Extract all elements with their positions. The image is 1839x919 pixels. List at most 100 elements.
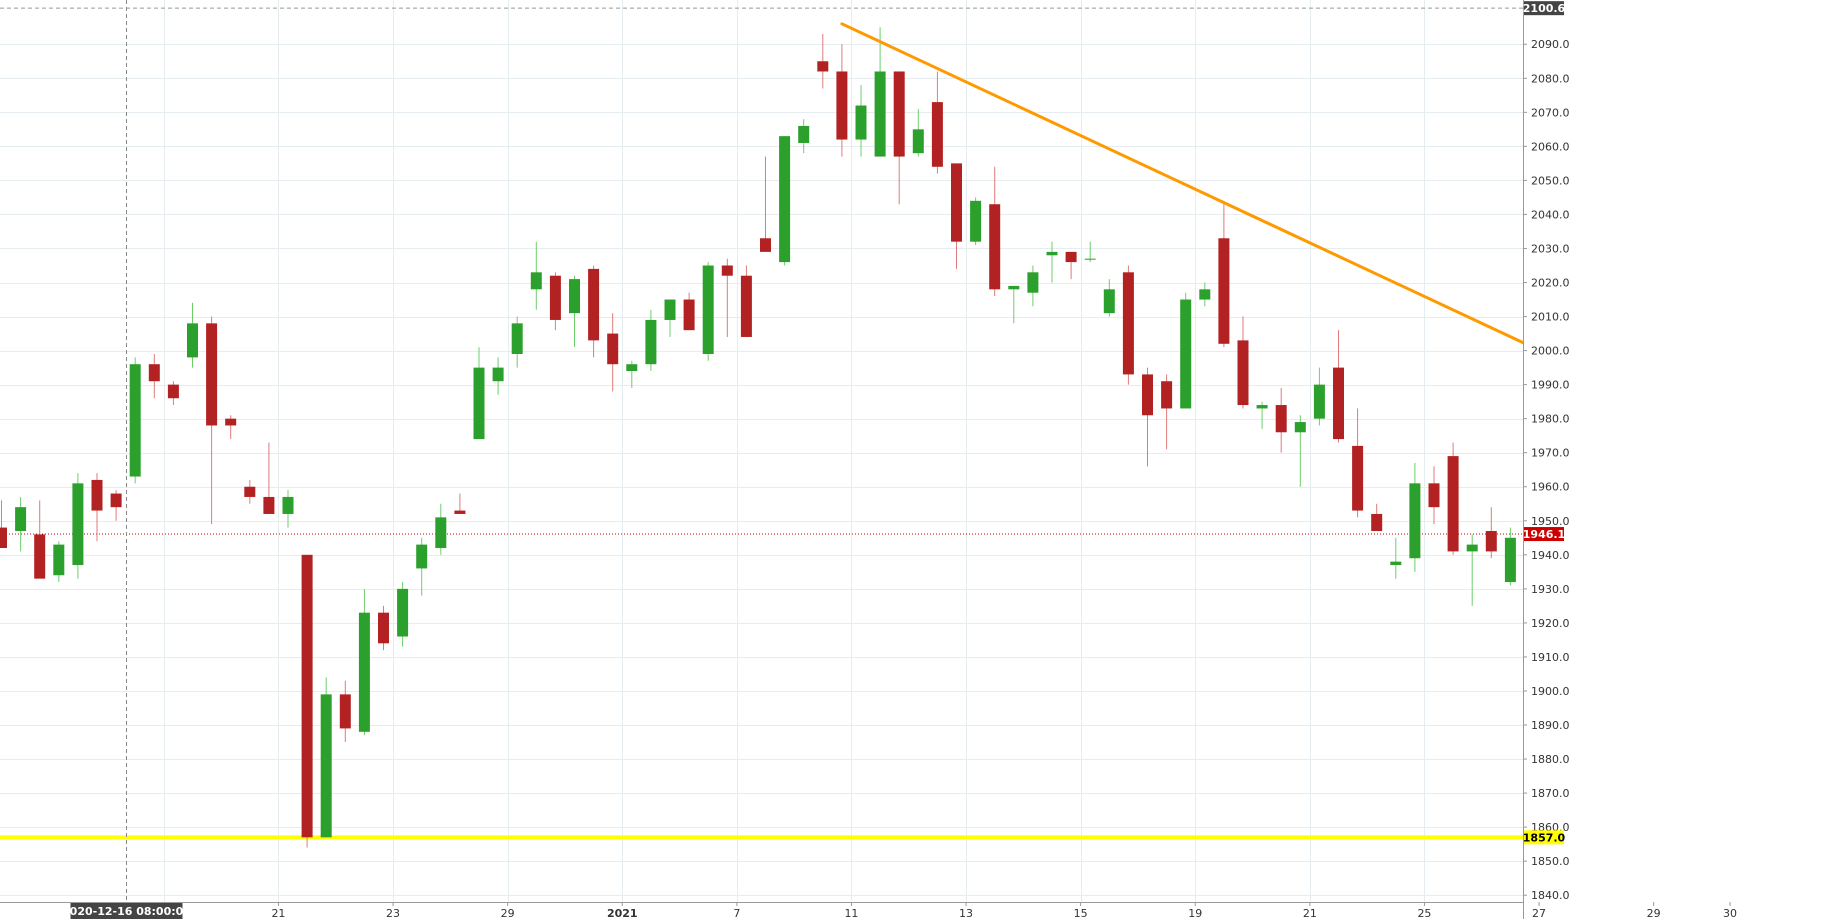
- candle: [702, 262, 714, 361]
- candle: [1237, 316, 1249, 409]
- candle-body: [110, 493, 122, 508]
- time-tick-label: 23: [386, 907, 400, 919]
- candle: [1504, 527, 1516, 586]
- candle-body: [1237, 340, 1249, 406]
- candle: [1428, 466, 1440, 525]
- candle-body: [607, 333, 619, 365]
- candle-body: [721, 265, 733, 276]
- price-tick-label: 1980.0: [1531, 413, 1570, 426]
- candle: [1065, 251, 1077, 280]
- candle: [1161, 374, 1173, 450]
- candle: [664, 299, 676, 337]
- candle-body: [148, 364, 160, 382]
- candle-body: [1122, 272, 1134, 375]
- candle: [225, 415, 237, 440]
- candle-body: [836, 71, 848, 140]
- candle-body: [549, 275, 561, 320]
- candle-body: [855, 105, 867, 140]
- candle-body: [798, 125, 810, 143]
- candle-body: [225, 418, 237, 426]
- candle-body: [1046, 251, 1058, 256]
- time-tick-label: 15: [1074, 907, 1088, 919]
- candle: [760, 156, 771, 252]
- candle-body: [740, 275, 752, 337]
- crosshair-time-tag: [70, 903, 183, 919]
- price-tag-bg: [1524, 527, 1564, 542]
- candle: [1218, 200, 1230, 348]
- candle-body: [1390, 561, 1402, 566]
- candle-body: [626, 364, 638, 372]
- candle: [645, 309, 657, 372]
- candle-body: [378, 612, 389, 644]
- candle-body: [1275, 405, 1287, 433]
- candle: [263, 442, 275, 514]
- crosshair-time-label: 2020-12-16 08:00:00: [62, 905, 191, 918]
- candle-body: [931, 102, 943, 167]
- candle: [1409, 462, 1421, 572]
- candle-body: [970, 200, 982, 242]
- price-axis-bg: [1523, 0, 1839, 919]
- candle: [1027, 265, 1039, 307]
- candle: [1084, 241, 1096, 263]
- candle: [683, 292, 695, 331]
- candle-body: [1008, 285, 1020, 290]
- price-tag-label: 2100.6: [1523, 2, 1566, 15]
- candle: [836, 44, 848, 157]
- candle-body: [244, 486, 256, 497]
- candle-body: [339, 694, 351, 729]
- candle: [0, 500, 7, 549]
- candle: [91, 473, 103, 542]
- candle-body: [1256, 405, 1268, 409]
- time-tick-label: 30: [1723, 907, 1737, 919]
- candle: [970, 197, 982, 246]
- candle: [1466, 534, 1478, 606]
- price-tick-label: 2040.0: [1531, 208, 1570, 221]
- candle: [397, 582, 409, 647]
- candle-body: [683, 299, 695, 331]
- candle-body: [129, 364, 141, 477]
- price-tick-label: 2000.0: [1531, 345, 1570, 358]
- candle-body: [1428, 483, 1440, 508]
- candle-body: [989, 204, 1001, 290]
- candle-body: [473, 367, 485, 440]
- candle: [549, 272, 561, 331]
- candle-body: [72, 483, 84, 566]
- candle: [855, 85, 867, 157]
- candle: [1485, 507, 1497, 559]
- candle-body: [569, 279, 580, 314]
- candle-body: [1313, 384, 1325, 419]
- candle: [435, 503, 447, 555]
- candle: [492, 357, 504, 395]
- candle: [740, 265, 752, 337]
- price-tick-label: 1930.0: [1531, 583, 1570, 596]
- candle: [1199, 282, 1211, 307]
- time-axis-bg: [0, 902, 1523, 919]
- candle-body: [282, 496, 294, 514]
- candle: [339, 680, 351, 743]
- price-tick-label: 2010.0: [1531, 311, 1570, 324]
- time-tick-label: 2021: [607, 907, 638, 919]
- time-tick-label: 29: [1647, 907, 1661, 919]
- price-tick-label: 2090.0: [1531, 38, 1570, 51]
- candle-body: [1218, 238, 1230, 344]
- price-axis[interactable]: 1840.01850.01860.01870.01880.01890.01900…: [1523, 0, 1839, 919]
- candle: [1447, 442, 1459, 555]
- candle-body: [1466, 544, 1478, 552]
- price-tick-label: 1940.0: [1531, 549, 1570, 562]
- candle: [530, 241, 542, 310]
- horizontal-lines: [0, 7, 1523, 840]
- candle-body: [760, 238, 771, 252]
- candle-body: [1409, 483, 1421, 559]
- time-axis[interactable]: 1721232920217111315192125272930: [0, 902, 1737, 919]
- candle-body: [435, 517, 447, 549]
- price-tick-label: 1920.0: [1531, 617, 1570, 630]
- candle: [320, 677, 332, 838]
- candle: [931, 71, 943, 174]
- candle-body: [702, 265, 714, 354]
- price-tag-label: 1946.1: [1523, 528, 1565, 541]
- candle-body: [912, 129, 924, 154]
- price-tick-label: 2080.0: [1531, 72, 1570, 85]
- candle: [1313, 367, 1325, 426]
- candle-body: [1027, 272, 1039, 293]
